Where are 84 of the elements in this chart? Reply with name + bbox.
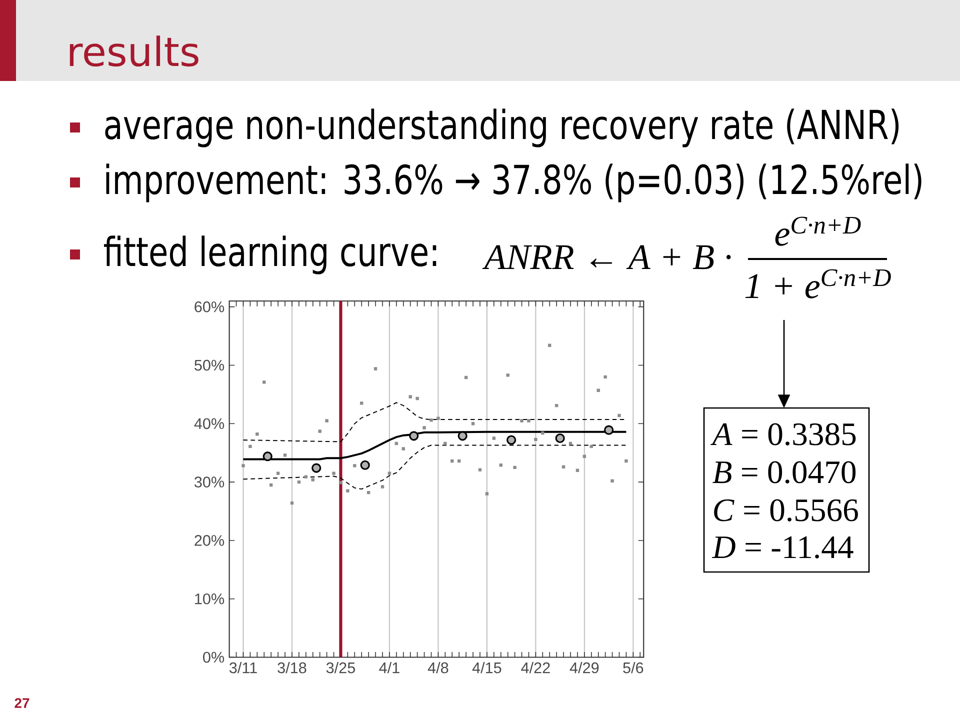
point [248, 444, 252, 448]
point [520, 419, 524, 422]
point [610, 479, 614, 482]
point [374, 367, 378, 370]
point [430, 418, 433, 422]
text: C = 0.5566 [714, 499, 858, 522]
x-tick-label: 4/8 [428, 662, 448, 674]
point [582, 454, 586, 458]
point [534, 438, 538, 442]
text: 1 + e$^{C·n+D}$ [745, 269, 891, 298]
x-tick-label: 3/18 [278, 662, 306, 674]
x-tick-label: 4/22 [521, 662, 550, 674]
point [276, 472, 280, 475]
x-tick-label: 4/1 [379, 662, 400, 674]
point [388, 472, 392, 475]
point [562, 465, 566, 468]
text: e$^{C·n+D}$ [775, 216, 861, 246]
chart-title: results [70, 36, 198, 67]
point [596, 388, 600, 392]
point [576, 468, 580, 472]
text: D = -11.44 [712, 536, 854, 558]
point [554, 404, 558, 408]
point [262, 380, 266, 384]
point [499, 464, 502, 467]
text: average non-understanding recovery rate (ANNR) [105, 108, 899, 148]
point [568, 442, 572, 446]
text: fitted learning curve: [104, 236, 436, 274]
text: 27 [14, 698, 30, 708]
point [297, 480, 301, 484]
point [256, 432, 259, 436]
point [624, 459, 628, 463]
text: improvement: 33.6% → 37.8% (p=0.03) (12.5%rel) [106, 164, 922, 202]
point [283, 454, 287, 457]
point [492, 436, 496, 440]
point [506, 374, 510, 377]
point [471, 422, 475, 426]
point [318, 430, 322, 433]
y-tick-label: 10% [195, 593, 224, 604]
point [541, 431, 544, 435]
point [332, 472, 336, 475]
point [394, 442, 398, 446]
point [513, 466, 516, 470]
point [457, 459, 461, 463]
point [590, 444, 593, 448]
point [485, 492, 489, 496]
point [527, 419, 530, 422]
x-tick-label: 5/6 [623, 662, 644, 674]
point [618, 414, 621, 418]
x-tick-label: 4/29 [570, 662, 599, 674]
y-tick-label: 0% [203, 652, 224, 663]
y-tick-label: 20% [194, 535, 224, 546]
text: A = 0.3385 [710, 423, 856, 446]
point [464, 376, 468, 380]
y-tick-label: 50% [194, 360, 224, 371]
point [353, 464, 356, 468]
point [380, 485, 384, 488]
x-tick-label: 3/11 [229, 662, 257, 674]
point [416, 396, 419, 400]
point [325, 419, 328, 422]
y-tick-label: 40% [194, 418, 224, 430]
text: B = 0.0470 [712, 461, 856, 484]
point [242, 464, 245, 468]
point [548, 344, 552, 347]
point [366, 490, 370, 494]
point [311, 478, 314, 482]
point [402, 447, 405, 450]
y-tick-label: 30% [194, 476, 224, 488]
text: ANRR ← A + B · [482, 245, 731, 270]
point [339, 481, 342, 484]
point [450, 459, 454, 463]
x-tick-label: 4/15 [472, 662, 502, 674]
point [604, 375, 607, 379]
y-tick-label: 60% [194, 301, 224, 312]
point [360, 402, 364, 405]
point [346, 489, 350, 492]
point [290, 501, 294, 505]
point [422, 426, 426, 430]
point [408, 395, 412, 398]
point [304, 475, 308, 478]
point [436, 416, 440, 420]
point [444, 442, 447, 446]
point [269, 483, 273, 487]
x-tick-label: 3/25 [326, 662, 355, 674]
point [478, 468, 482, 472]
